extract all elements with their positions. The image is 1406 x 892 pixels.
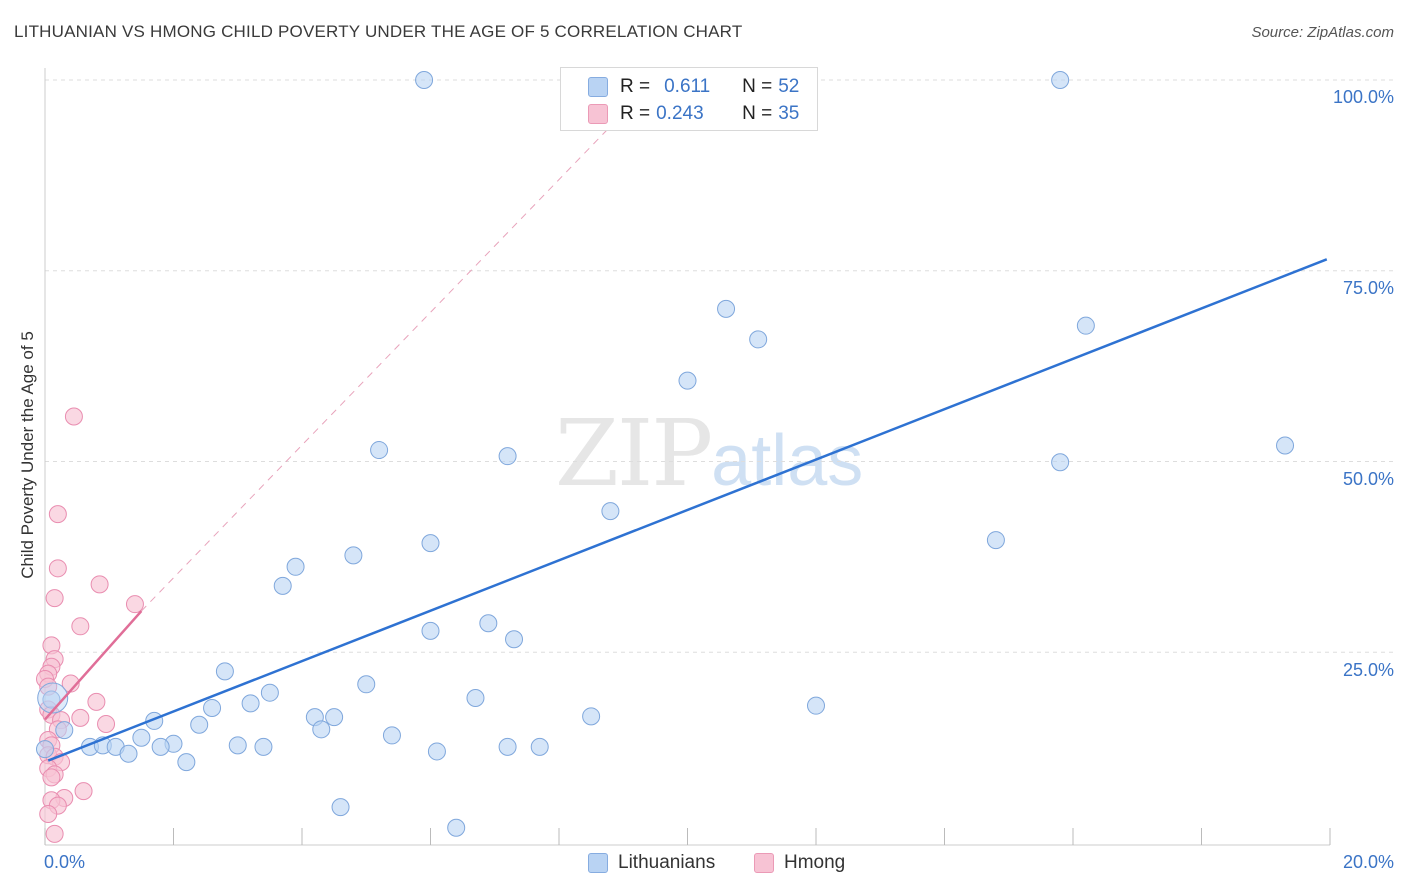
- hmong-point: [71, 708, 90, 727]
- lithuanians-point: [132, 728, 151, 747]
- lithuanians-point: [325, 708, 344, 727]
- hmong-point: [45, 589, 64, 608]
- legend-item-hmong: Hmong: [754, 852, 845, 874]
- y-tick-label: 100.0%: [1332, 87, 1394, 107]
- lithuanians-point: [312, 720, 331, 739]
- lithuanians-point: [177, 753, 196, 772]
- legend-item-lithuanians: Lithuanians: [588, 852, 715, 874]
- hmong-trend-line: [44, 610, 143, 721]
- lithuanians-point: [530, 737, 549, 756]
- lithuanians-point: [479, 614, 498, 633]
- r-value: 0.611: [664, 76, 711, 97]
- r-value: 0.243: [656, 103, 704, 124]
- lithuanians-point: [421, 621, 440, 640]
- lithuanians-point: [331, 798, 350, 817]
- lithuanians-point: [254, 737, 273, 756]
- lithuanians-point: [215, 662, 234, 681]
- hmong-point: [48, 559, 67, 578]
- stats-legend: R = 0.611 N = 52 R = 0.243 N = 35: [560, 67, 818, 131]
- lithuanians-point: [601, 502, 620, 521]
- lithuanians-point: [1051, 453, 1070, 472]
- lithuanians-point: [505, 630, 524, 649]
- lithuanians-point: [421, 534, 440, 553]
- hmong-point: [125, 595, 144, 614]
- lithuanians-point: [42, 690, 61, 709]
- lithuanians-point: [1076, 316, 1095, 335]
- lithuanians-point: [55, 721, 74, 740]
- lithuanians-point: [447, 818, 466, 837]
- lithuanians-point: [273, 576, 292, 595]
- watermark-zip: ZIP: [555, 400, 713, 507]
- hmong-point: [42, 768, 61, 787]
- lithuanians-point: [466, 689, 485, 708]
- lithuanians-point: [357, 675, 376, 694]
- lithuanians-point: [582, 707, 601, 726]
- lithuanians-point: [678, 371, 697, 390]
- hmong-point: [39, 805, 58, 824]
- lithuanians-point: [427, 742, 446, 761]
- n-value: 52: [778, 76, 800, 97]
- series-legend: Lithuanians Hmong: [0, 852, 1406, 878]
- lithuanians-trend-line: [47, 258, 1328, 762]
- hmong-point: [74, 782, 93, 801]
- source-label: Source: ZipAtlas.com: [1251, 24, 1394, 41]
- hmong-trend-extension: [141, 79, 656, 612]
- hmong-swatch: [754, 853, 774, 873]
- lithuanians-point: [1051, 71, 1070, 89]
- hmong-point: [64, 407, 83, 426]
- lithuanians-point: [749, 330, 768, 349]
- hmong-point: [48, 505, 67, 524]
- lithuanians-point: [382, 726, 401, 745]
- hmong-swatch: [588, 104, 608, 124]
- x-tick-label: 20.0%: [1342, 852, 1394, 872]
- legend-label: Lithuanians: [618, 852, 716, 873]
- lithuanians-point: [151, 737, 170, 756]
- lithuanians-point: [228, 736, 247, 755]
- lithuanians-point: [119, 744, 138, 763]
- x-tick-label: 0.0%: [44, 852, 86, 872]
- n-label: N =: [742, 103, 773, 124]
- r-label: R =: [620, 76, 651, 97]
- y-tick-label: 75.0%: [1342, 278, 1394, 298]
- legend-row-lithuanians: R = 0.611 N = 52: [561, 74, 799, 100]
- y-tick-label: 25.0%: [1342, 660, 1394, 680]
- hmong-point: [71, 617, 90, 636]
- y-tick-label: 50.0%: [1342, 469, 1394, 489]
- lithuanians-point: [36, 740, 54, 759]
- lithuanians-point: [241, 694, 260, 713]
- chart-title: LITHUANIAN VS HMONG CHILD POVERTY UNDER …: [14, 22, 743, 41]
- lithuanians-point: [498, 447, 517, 466]
- lithuanians-swatch: [588, 77, 608, 97]
- lithuanians-point: [286, 557, 305, 576]
- lithuanians-point: [807, 696, 825, 715]
- hmong-point: [97, 714, 116, 733]
- lithuanians-point: [1276, 436, 1295, 455]
- lithuanians-point: [344, 546, 363, 565]
- hmong-point: [45, 824, 64, 843]
- lithuanians-point: [370, 441, 389, 460]
- n-label: N =: [742, 76, 773, 97]
- lithuanians-point: [260, 683, 279, 702]
- lithuanians-point: [986, 531, 1005, 550]
- lithuanians-point: [190, 715, 209, 734]
- lithuanians-point: [203, 698, 222, 717]
- legend-row-hmong: R = 0.243 N = 35: [561, 101, 799, 127]
- r-label: R =: [620, 103, 651, 124]
- lithuanians-point: [717, 299, 736, 318]
- lithuanians-point: [415, 71, 434, 89]
- legend-label: Hmong: [784, 852, 846, 873]
- lithuanians-swatch: [588, 853, 608, 873]
- hmong-point: [87, 692, 106, 711]
- hmong-point: [90, 575, 109, 594]
- lithuanians-point: [498, 737, 517, 756]
- n-value: 35: [778, 103, 800, 124]
- lithuanians-point: [37, 682, 69, 714]
